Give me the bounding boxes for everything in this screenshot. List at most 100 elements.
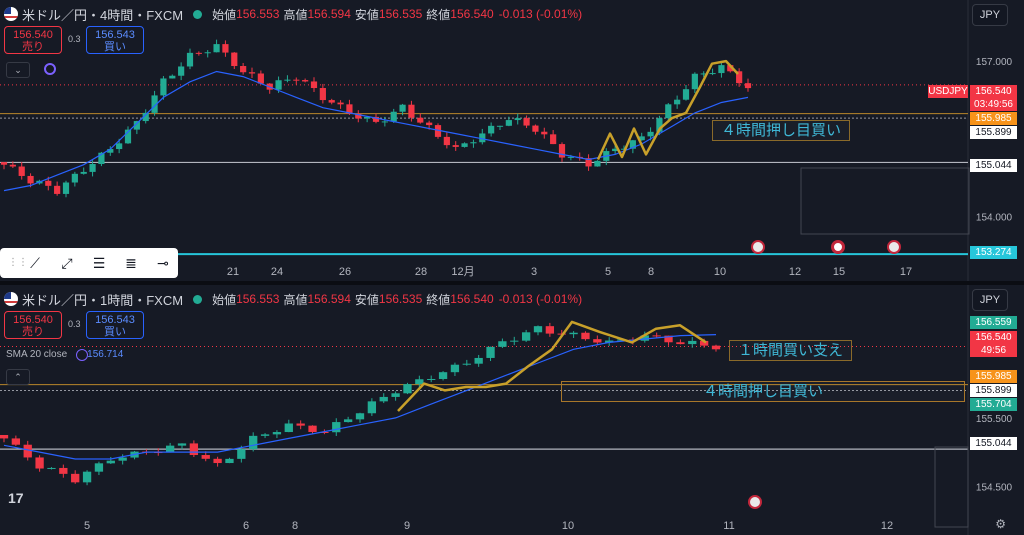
x-tick-label: 9 — [404, 520, 410, 532]
candle-body — [532, 125, 539, 132]
indicator-settings-icon[interactable] — [76, 349, 88, 361]
symbol-title[interactable]: 米ドル／円・4時間・FXCM — [22, 7, 184, 23]
candle-body — [240, 66, 247, 73]
candle-body — [496, 125, 504, 127]
x-tick-label: 12 — [789, 266, 801, 278]
candle-body — [160, 78, 167, 96]
sma-value: 156.714 — [87, 349, 124, 360]
drag-handle-icon[interactable]: ⋮⋮ — [8, 257, 28, 268]
chart-4h-pane[interactable]: 21 24 26 28 12月 3 5 8 10 12 15 17 157.000 154.000 米ドル… — [0, 0, 1024, 281]
buy-button[interactable]: 156.543 買い — [86, 311, 144, 339]
candle-body — [45, 180, 52, 186]
candle-body — [284, 423, 293, 433]
sma-label: SMA 20 close — [6, 349, 68, 360]
price-tag: 155.985 — [970, 370, 1017, 383]
candle-body — [403, 384, 412, 394]
trend-line-icon[interactable]: ⟋ — [30, 255, 40, 271]
candle-body — [320, 431, 329, 433]
currency-button[interactable]: JPY — [972, 4, 1008, 26]
low-value: 156.535 — [378, 7, 423, 21]
chart-4h-canvas[interactable]: 21 24 26 28 12月 3 5 8 10 12 15 17 157.000 154.000 — [0, 0, 1024, 281]
gear-icon[interactable]: ⚙ — [995, 517, 1006, 531]
buy-price: 156.543 — [95, 314, 135, 326]
range-box — [800, 167, 970, 235]
us-event-icon[interactable] — [748, 495, 762, 509]
y-tick-label: 157.000 — [976, 57, 1013, 68]
us-jp-flag-icon — [4, 7, 18, 21]
currency-button[interactable]: JPY — [972, 289, 1008, 311]
sell-button[interactable]: 156.540 売り — [4, 26, 62, 54]
candle-body — [505, 120, 512, 126]
candle-body — [521, 332, 531, 341]
candle-body — [427, 378, 436, 380]
symbol-price-label: USDJPY — [928, 85, 968, 98]
price-tag: 155.044 — [970, 437, 1017, 450]
sma-legend[interactable]: SMA 20 close 156.714 — [6, 349, 123, 360]
x-tick-label: 28 — [415, 266, 427, 278]
us-event-icon[interactable] — [887, 240, 901, 254]
candle-body — [9, 164, 16, 167]
x-tick-label: 10 — [714, 266, 726, 278]
candle-body — [545, 326, 555, 334]
low-label: 安値 — [354, 292, 379, 307]
candle-body — [0, 435, 9, 439]
market-open-icon — [193, 294, 203, 304]
candle-body — [408, 104, 415, 118]
parallel-channel-icon[interactable]: ☰ — [92, 255, 106, 271]
chart-1h-pane[interactable]: 5 6 8 9 10 11 12 155.500 154.500 米ドル／円・1時間・FXCM … — [0, 285, 1024, 535]
sell-price: 156.540 — [13, 29, 53, 41]
market-open-icon — [193, 9, 203, 19]
horizontal-line-icon[interactable]: ⊸ — [157, 255, 169, 271]
symbol-title[interactable]: 米ドル／円・1時間・FXCM — [22, 292, 184, 308]
x-tick-label: 8 — [648, 266, 654, 278]
candle-body — [744, 83, 752, 89]
price-tag: 155.044 — [970, 159, 1017, 172]
candle-body — [688, 340, 697, 345]
collapse-indicators-button[interactable]: ⌃ — [6, 369, 30, 385]
chart-1h-canvas[interactable]: 5 6 8 9 10 11 12 155.500 154.500 — [0, 285, 1024, 535]
candle-body — [275, 80, 282, 90]
candle-body — [569, 332, 578, 335]
candle-body — [225, 458, 234, 464]
candle-body — [249, 435, 258, 450]
candle-body — [612, 148, 619, 152]
candle-body — [593, 339, 602, 343]
candle-body — [474, 357, 483, 364]
candle-body — [118, 457, 127, 461]
candle-body — [201, 455, 210, 459]
jp-event-icon[interactable] — [831, 240, 845, 254]
candle-body — [390, 111, 397, 122]
candle-body — [355, 413, 365, 420]
drawing-toolbar: ⋮⋮ ⟋ ⤢ ☰ ≣ ⊸ — [0, 248, 178, 278]
candle-body — [700, 73, 707, 75]
sell-button[interactable]: 156.540 売り — [4, 311, 62, 339]
candle-body — [248, 72, 256, 74]
candle-body — [585, 158, 592, 167]
candle-body — [257, 73, 264, 84]
candle-body — [80, 171, 87, 174]
fib-retracement-icon[interactable]: ≣ — [125, 255, 137, 271]
tradingview-logo[interactable]: 17 — [8, 490, 24, 506]
us-event-icon[interactable] — [751, 240, 765, 254]
ray-icon[interactable]: ⤢ — [61, 255, 73, 271]
candle-body — [319, 88, 326, 101]
candle-body — [310, 81, 318, 89]
indicator-settings-icon[interactable] — [44, 63, 56, 75]
candle-body — [656, 118, 663, 132]
candle-body — [674, 99, 681, 105]
candle-body — [35, 457, 44, 469]
close-value: 156.540 — [450, 7, 494, 21]
buy-button[interactable]: 156.543 買い — [86, 26, 144, 54]
candle-body — [302, 80, 309, 82]
x-tick-label: 12 — [881, 520, 893, 532]
x-tick-label: 21 — [227, 266, 239, 278]
pane-divider[interactable] — [0, 281, 1024, 285]
close-label: 終値 — [426, 292, 451, 307]
x-tick-label: 8 — [292, 520, 298, 532]
price-tag: 155.899 — [970, 126, 1017, 139]
high-label: 高値 — [283, 292, 308, 307]
candle-body — [27, 175, 34, 184]
candle-body — [629, 140, 636, 149]
candle-body — [332, 422, 341, 433]
collapse-indicators-button[interactable]: ⌄ — [6, 62, 30, 78]
